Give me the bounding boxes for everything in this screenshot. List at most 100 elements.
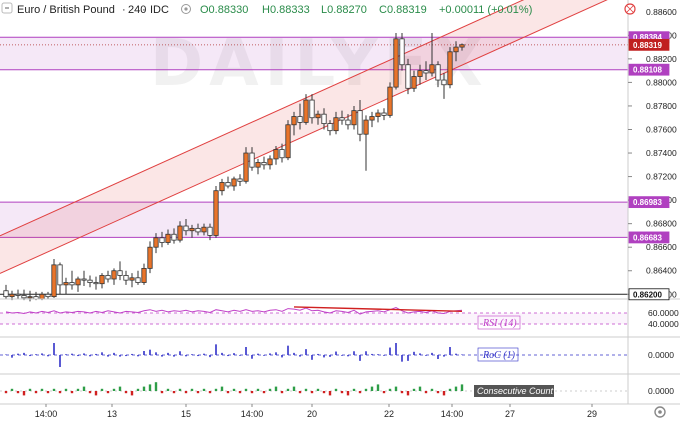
drawing-handle-icon[interactable] bbox=[624, 3, 636, 15]
candle-body bbox=[165, 233, 171, 243]
candle-body bbox=[81, 278, 87, 281]
x-tick-label: 13 bbox=[107, 409, 117, 419]
candle-body bbox=[123, 275, 129, 281]
rsi-label-box bbox=[477, 315, 521, 330]
candle-body bbox=[153, 237, 159, 248]
candle-body bbox=[429, 64, 435, 74]
candle-body bbox=[171, 233, 177, 241]
candle-body bbox=[279, 149, 285, 159]
channel-upper-line bbox=[0, 0, 525, 237]
interval: 240 bbox=[128, 4, 146, 16]
y-tick-label: 0.87600 bbox=[646, 124, 677, 134]
x-tick-label: 14:00 bbox=[441, 409, 464, 419]
candle-body bbox=[387, 86, 393, 116]
candle-body bbox=[399, 38, 405, 66]
x-tick-label: 29 bbox=[587, 409, 597, 419]
candle-body bbox=[273, 149, 279, 160]
candle-body bbox=[297, 116, 303, 123]
candle-body bbox=[249, 152, 255, 168]
y-tick-label: 0.87800 bbox=[646, 101, 677, 111]
candle-body bbox=[441, 79, 447, 86]
candle-body bbox=[435, 64, 441, 81]
candle-body bbox=[339, 117, 345, 121]
roc-label: RoC (1) bbox=[482, 350, 516, 361]
rsi-tick-label: 40.0000 bbox=[648, 319, 679, 329]
candle-body bbox=[195, 227, 201, 233]
data-source: IDC bbox=[150, 4, 169, 16]
x-tick-label: 20 bbox=[307, 409, 317, 419]
chart-header: Euro / British Pound 240 IDC · · O0.8833… bbox=[1, 2, 532, 16]
candle-body bbox=[405, 64, 411, 89]
candle-body bbox=[267, 158, 273, 166]
symbol-name: Euro / British Pound bbox=[17, 4, 115, 16]
y-tick-label: 0.88600 bbox=[646, 7, 677, 17]
candle-body bbox=[141, 267, 147, 283]
candle-body bbox=[219, 182, 225, 192]
candle-body bbox=[27, 296, 33, 299]
candle-body bbox=[225, 182, 231, 187]
candle-body bbox=[147, 246, 153, 269]
price-label: 0.86200 bbox=[633, 290, 662, 299]
price-label-box bbox=[628, 196, 670, 209]
price-label-box bbox=[628, 63, 670, 76]
settings-gear-icon[interactable] bbox=[654, 406, 666, 418]
support-resistance-zone bbox=[0, 37, 628, 70]
candle-body bbox=[15, 293, 21, 296]
y-tick-label: 0.87400 bbox=[646, 148, 677, 158]
candle-body bbox=[327, 123, 333, 132]
candle-body bbox=[57, 264, 63, 286]
candle-body bbox=[201, 226, 207, 233]
candle-body bbox=[213, 190, 219, 236]
channel-lower-line bbox=[0, 0, 608, 274]
candle-body bbox=[99, 275, 105, 285]
candle-body bbox=[63, 282, 69, 286]
candle-body bbox=[237, 178, 243, 182]
price-label-box bbox=[628, 38, 670, 51]
candle-body bbox=[177, 225, 183, 241]
ohlc-change: +0.00011 (+0.01%) bbox=[439, 4, 532, 16]
y-tick-label: 0.86800 bbox=[646, 219, 677, 229]
candle-body bbox=[291, 116, 297, 126]
candle-body bbox=[75, 278, 81, 286]
rsi-line bbox=[5, 306, 463, 315]
candle-body bbox=[45, 293, 51, 298]
price-label: 0.88108 bbox=[633, 66, 662, 75]
candle-body bbox=[333, 117, 339, 132]
candle-body bbox=[411, 76, 417, 89]
y-tick-label: 0.88000 bbox=[646, 77, 677, 87]
candle-body bbox=[39, 293, 45, 300]
watermark: DAILYFX bbox=[150, 27, 489, 101]
x-tick-label: 14:00 bbox=[35, 409, 58, 419]
support-resistance-zone bbox=[0, 202, 628, 238]
candle-body bbox=[189, 227, 195, 232]
rsi-label: RSI (14) bbox=[482, 318, 517, 329]
candle-body bbox=[285, 124, 291, 159]
price-label: 0.88384 bbox=[633, 33, 662, 42]
price-label-box bbox=[628, 231, 670, 244]
roc-label-box bbox=[477, 347, 519, 362]
candle-body bbox=[423, 70, 429, 74]
svg-text:·: · bbox=[122, 4, 126, 16]
candle-body bbox=[255, 162, 261, 168]
rsi-tick-label: 60.0000 bbox=[648, 308, 679, 318]
ohlc-open: O0.88330 bbox=[200, 4, 248, 16]
y-tick-label: 0.88200 bbox=[646, 54, 677, 64]
x-tick-label: 15 bbox=[181, 409, 191, 419]
x-tick-label: 27 bbox=[505, 409, 515, 419]
price-label: 0.88319 bbox=[633, 41, 662, 50]
cc-label: Consecutive Count bbox=[477, 386, 554, 396]
visibility-icon-pupil bbox=[184, 7, 188, 11]
x-tick-label: 14:00 bbox=[241, 409, 264, 419]
candle-body bbox=[117, 270, 123, 276]
candle-body bbox=[393, 38, 399, 88]
candle-body bbox=[351, 110, 357, 126]
x-tick-label: 22 bbox=[384, 409, 394, 419]
candle-body bbox=[69, 282, 75, 286]
rsi-band bbox=[0, 313, 628, 324]
candle-body bbox=[9, 293, 15, 298]
candle-body bbox=[381, 112, 387, 116]
candle-body bbox=[321, 113, 327, 125]
rsi-divergence-line bbox=[293, 306, 463, 313]
